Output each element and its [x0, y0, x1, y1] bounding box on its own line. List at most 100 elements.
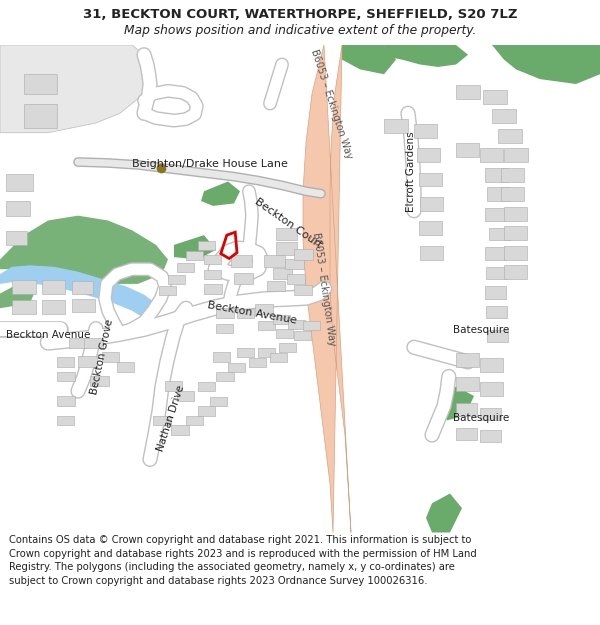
Bar	[198, 406, 215, 416]
Bar	[485, 168, 508, 181]
Bar	[204, 284, 222, 294]
Bar	[204, 270, 221, 279]
Bar	[159, 286, 176, 294]
Bar	[480, 430, 501, 442]
Bar	[417, 148, 440, 162]
Bar	[498, 129, 522, 142]
Bar	[294, 285, 312, 294]
Bar	[273, 268, 292, 279]
Bar	[12, 301, 36, 314]
Bar	[288, 320, 305, 329]
Polygon shape	[426, 494, 462, 532]
Bar	[234, 273, 253, 284]
Text: 31, BECKTON COURT, WATERTHORPE, SHEFFIELD, S20 7LZ: 31, BECKTON COURT, WATERTHORPE, SHEFFIEL…	[83, 8, 517, 21]
Bar	[420, 246, 443, 259]
Bar	[171, 425, 189, 435]
Bar	[42, 301, 65, 314]
Bar	[492, 109, 516, 123]
Bar	[198, 241, 215, 250]
Bar	[279, 343, 296, 352]
Bar	[456, 144, 479, 157]
Bar	[504, 246, 527, 259]
Bar	[57, 396, 75, 406]
Bar	[273, 315, 290, 324]
Bar	[294, 331, 311, 340]
Bar	[504, 226, 527, 240]
Bar	[186, 416, 203, 425]
Bar	[480, 148, 503, 162]
Bar	[228, 363, 245, 372]
Polygon shape	[303, 45, 351, 532]
Bar	[501, 168, 524, 181]
Bar	[264, 254, 285, 267]
Bar	[504, 207, 527, 221]
Bar	[12, 280, 36, 294]
Bar	[72, 281, 93, 294]
Polygon shape	[0, 216, 168, 284]
Bar	[501, 188, 524, 201]
Bar	[177, 263, 194, 272]
Bar	[186, 251, 203, 259]
Bar	[237, 348, 254, 357]
Bar	[486, 267, 507, 279]
Bar	[165, 381, 182, 391]
Text: B6053 – Eckington Way: B6053 – Eckington Way	[311, 231, 337, 346]
Bar	[216, 324, 233, 332]
Bar	[237, 309, 254, 318]
Polygon shape	[492, 45, 600, 84]
Bar	[24, 74, 57, 94]
Bar	[6, 231, 27, 245]
Bar	[249, 358, 266, 367]
Bar	[198, 382, 215, 391]
Polygon shape	[174, 235, 216, 259]
Bar	[72, 299, 95, 312]
Bar	[267, 281, 285, 291]
Bar	[204, 254, 221, 264]
Bar	[483, 90, 507, 104]
Bar	[485, 248, 506, 259]
Bar	[231, 254, 252, 267]
Bar	[177, 391, 194, 401]
Text: Nathan Drive: Nathan Drive	[155, 384, 187, 452]
Bar	[420, 197, 443, 211]
Bar	[168, 275, 185, 284]
Text: Batesquire: Batesquire	[453, 325, 509, 335]
Bar	[84, 338, 103, 348]
Bar	[456, 378, 479, 391]
Text: Beckton Grove: Beckton Grove	[89, 318, 115, 396]
Bar	[480, 382, 503, 396]
Bar	[294, 249, 313, 259]
Polygon shape	[438, 386, 474, 421]
Bar	[6, 201, 30, 216]
Polygon shape	[0, 45, 144, 132]
Bar	[414, 124, 437, 138]
Bar	[504, 148, 528, 162]
Bar	[276, 242, 297, 254]
Bar	[486, 306, 507, 318]
Bar	[6, 174, 33, 191]
Text: Beckton Avenue: Beckton Avenue	[206, 301, 298, 326]
Bar	[57, 372, 75, 381]
Bar	[90, 376, 109, 386]
Text: Elcroft Gardens: Elcroft Gardens	[406, 131, 416, 212]
Bar	[276, 228, 297, 240]
Bar	[480, 358, 503, 372]
Bar	[57, 357, 74, 367]
Bar	[258, 348, 275, 357]
Bar	[285, 259, 304, 269]
Text: Beckton Court: Beckton Court	[253, 196, 323, 250]
Bar	[216, 372, 234, 381]
Text: Beckton Avenue: Beckton Avenue	[6, 330, 90, 340]
Text: Beighton/Drake House Lane: Beighton/Drake House Lane	[132, 159, 288, 169]
Bar	[489, 228, 510, 240]
Bar	[456, 403, 477, 416]
Polygon shape	[0, 284, 36, 308]
Bar	[480, 408, 501, 421]
Bar	[485, 208, 506, 221]
Text: Contains OS data © Crown copyright and database right 2021. This information is : Contains OS data © Crown copyright and d…	[9, 535, 477, 586]
Polygon shape	[342, 45, 396, 74]
Text: Batesquire: Batesquire	[453, 413, 509, 423]
Text: Map shows position and indicative extent of the property.: Map shows position and indicative extent…	[124, 24, 476, 37]
Bar	[270, 353, 287, 362]
Bar	[287, 274, 305, 284]
